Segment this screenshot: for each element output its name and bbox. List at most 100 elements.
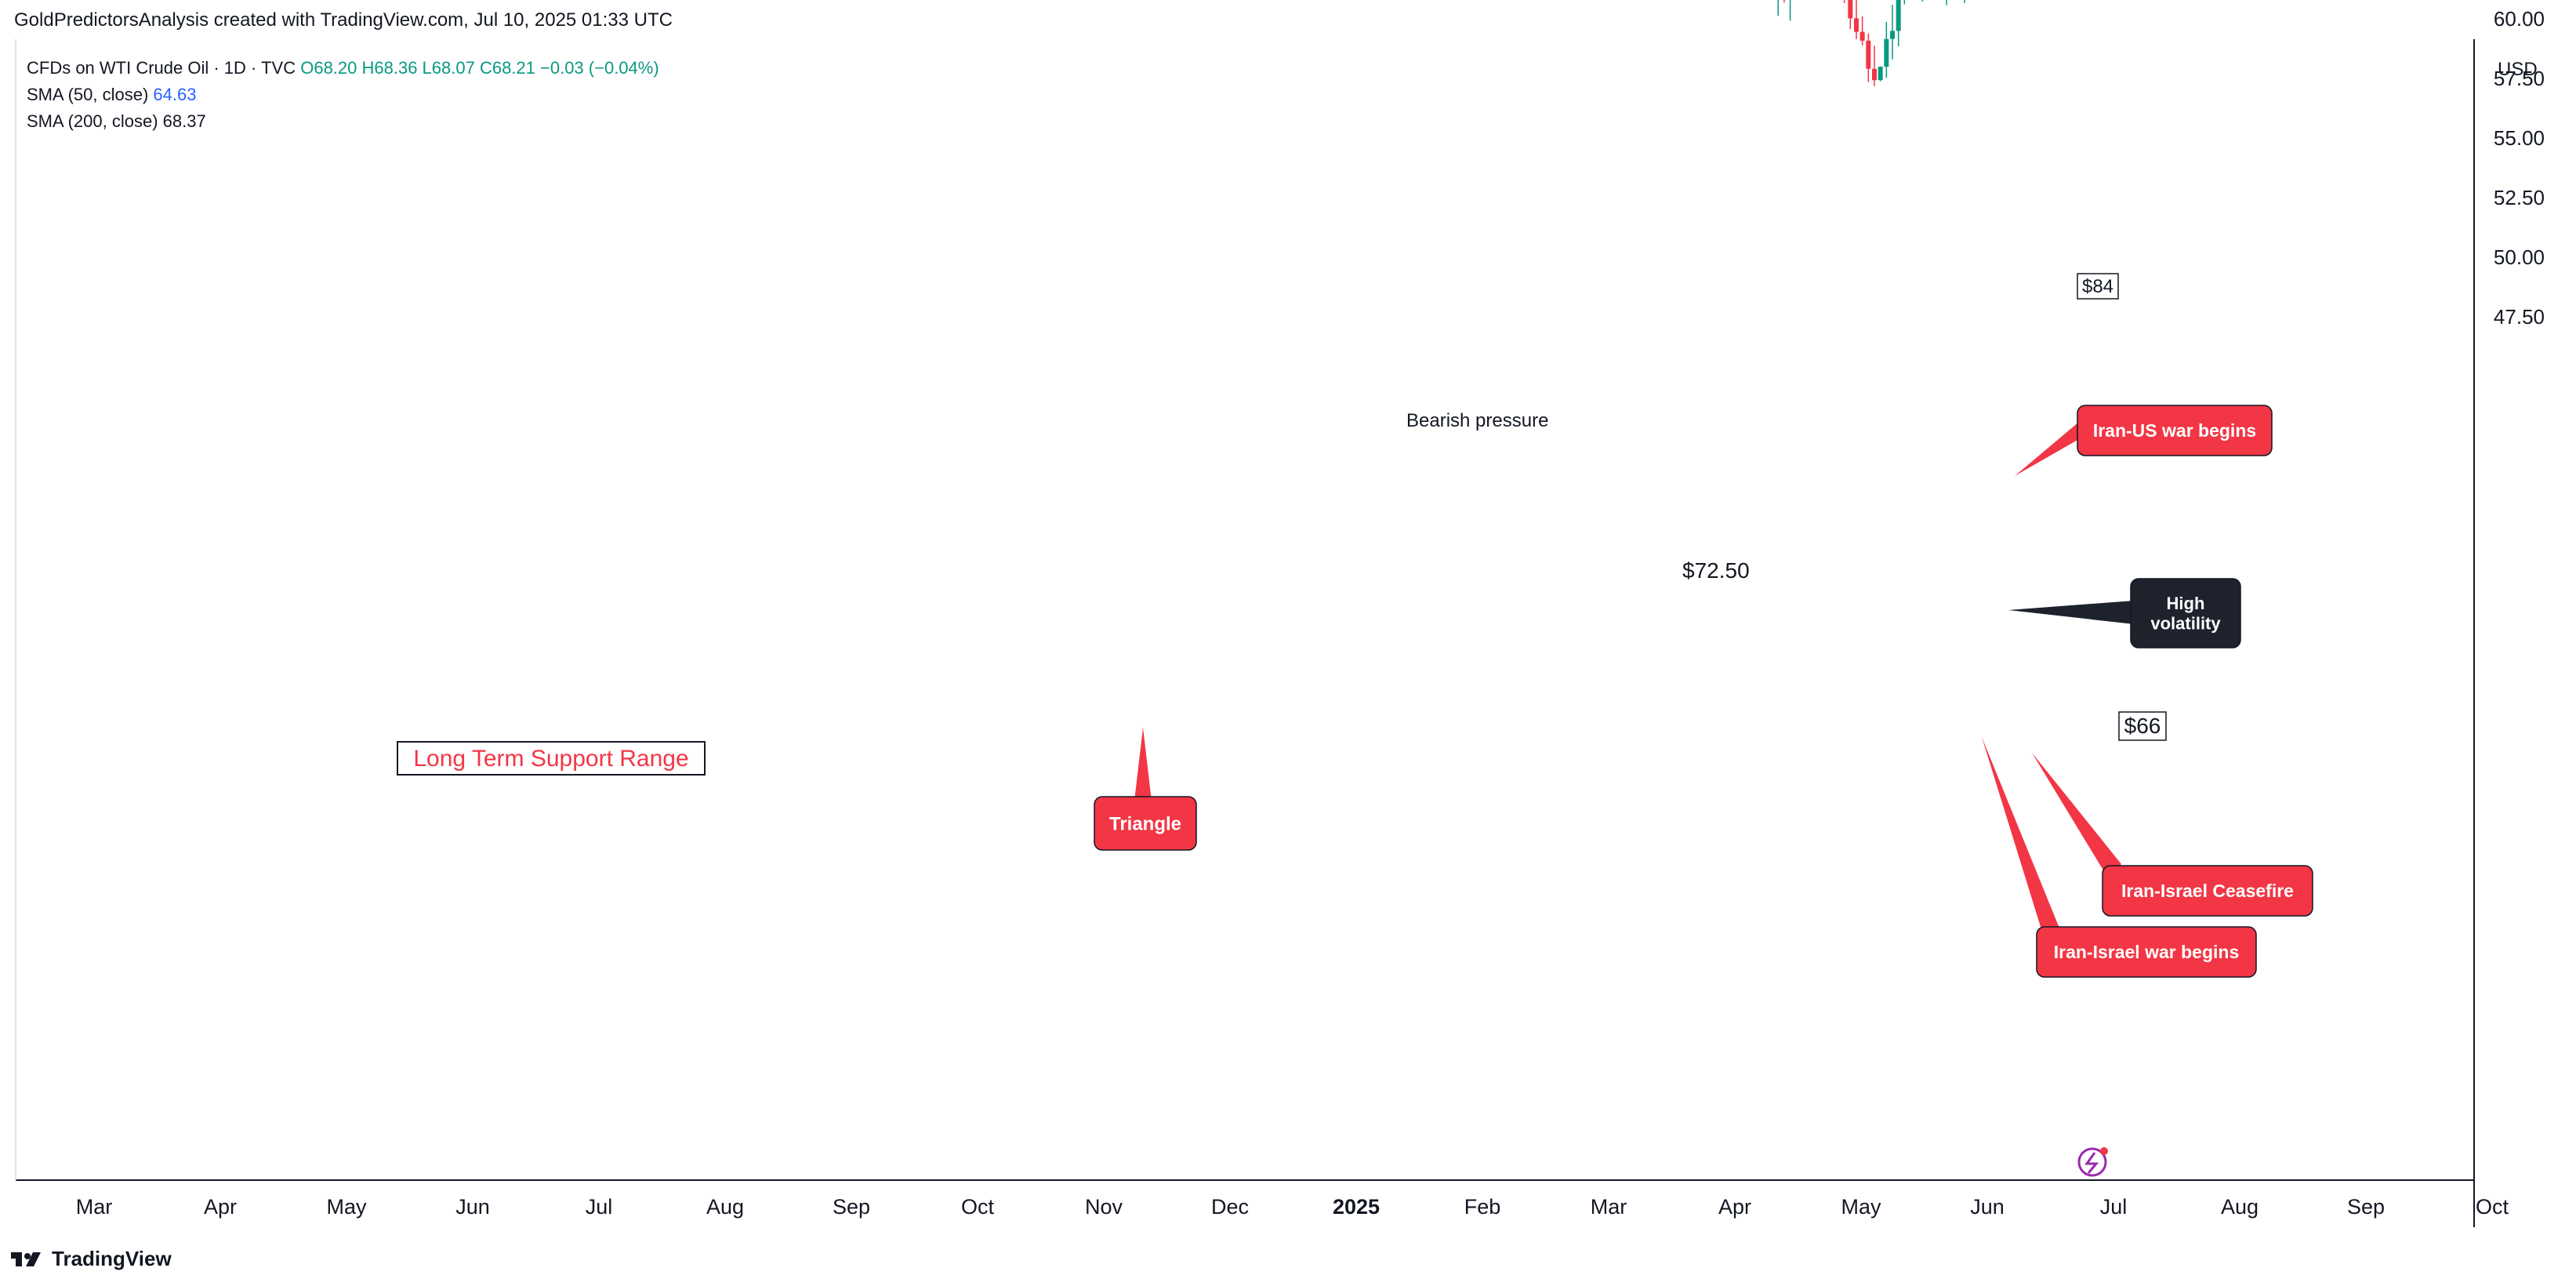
triangle-callout-text: Triangle: [1109, 813, 1181, 834]
label-7250: $72.50: [1682, 558, 1750, 583]
triangle-callout-box: [1094, 796, 1197, 851]
triangle-pointer: [1134, 728, 1152, 808]
candle: [1859, 16, 1865, 45]
candle: [1789, 0, 1791, 21]
triangle-callout: Triangle: [1094, 796, 1197, 851]
time-tick-label: Aug: [2221, 1195, 2259, 1219]
sma50-value: 64.63: [153, 85, 197, 104]
candle: [1903, 0, 1906, 5]
annotations-layer: $84 $66 $72.50 Bearish pressure Long Term Su…: [397, 273, 2313, 1177]
iran-us-callout-box: [2077, 405, 2273, 456]
war-begins-callout-text: Iran-Israel war begins: [2054, 942, 2239, 962]
candle: [1853, 0, 1859, 39]
time-tick-label: Mar: [1591, 1195, 1627, 1219]
tradingview-logo-icon: [11, 1251, 45, 1268]
candle: [1878, 66, 1883, 82]
legend-sma50-row[interactable]: SMA (50, close) 64.63: [27, 82, 659, 108]
time-tick-label: Feb: [1464, 1195, 1501, 1219]
time-tick-label: Jul: [2100, 1195, 2128, 1219]
time-tick-label: Jun: [455, 1195, 490, 1219]
time-tick-label: Apr: [204, 1195, 237, 1219]
candle: [1843, 0, 1845, 3]
ceasefire-callout: Iran-Israel Ceasefire: [2102, 865, 2313, 917]
time-tick-label: Oct: [961, 1195, 995, 1219]
time-tick-label: Aug: [706, 1195, 744, 1219]
war-begins-pointer: [1982, 737, 2060, 939]
candle: [1890, 5, 1896, 60]
tradingview-logo[interactable]: TradingView: [11, 1247, 172, 1271]
label-84-box: [2077, 273, 2119, 300]
time-tick-label: May: [1841, 1195, 1881, 1219]
replay-icon-bolt: [2084, 1152, 2099, 1174]
time-tick-label: Dec: [1211, 1195, 1249, 1219]
price-tick-label: 52.50: [2494, 186, 2545, 209]
high-volatility-callout-text: High: [2167, 594, 2205, 613]
candle: [1964, 0, 1965, 3]
price-tick-label: 60.00: [2494, 7, 2545, 31]
time-tick-label: Apr: [1718, 1195, 1751, 1219]
symbol-name[interactable]: CFDs on WTI Crude Oil · 1D · TVC: [27, 58, 296, 78]
candle-body: [1884, 38, 1889, 67]
label-84-text: $84: [2082, 276, 2113, 297]
time-tick-label: Nov: [1085, 1195, 1123, 1219]
iran-us-pointer: [2015, 422, 2079, 476]
candle-body: [1866, 40, 1871, 69]
high-volatility-callout-text: volatility: [2150, 613, 2221, 633]
candle-body: [1853, 18, 1859, 32]
price-tick-label: 50.00: [2494, 245, 2545, 269]
label-66-box: [2118, 711, 2167, 741]
candle-body: [1896, 0, 1901, 31]
legend-symbol-row[interactable]: CFDs on WTI Crude Oil · 1D · TVC O68.20 …: [27, 55, 659, 82]
bearish-pressure-label: Bearish pressure: [1406, 410, 1548, 431]
candle: [1871, 45, 1877, 86]
time-tick-label: Jun: [1970, 1195, 2005, 1219]
candle: [1866, 33, 1871, 82]
war-begins-callout: Iran-Israel war begins: [2036, 926, 2257, 978]
ohlc-values: O68.20 H68.36 L68.07 C68.21 −0.03 (−0.04…: [300, 58, 659, 78]
candles-layer: [1777, 0, 1965, 86]
time-tick-label: Oct: [2476, 1195, 2509, 1219]
long-term-support-label: Long Term Support Range: [413, 746, 688, 772]
price-tick-label: 47.50: [2494, 305, 2545, 329]
iran-us-callout: Iran-US war begins: [2077, 405, 2273, 456]
time-tick-label: Sep: [833, 1195, 870, 1219]
price-tick-label: 55.00: [2494, 126, 2545, 150]
candle: [1777, 0, 1779, 16]
iran-us-callout-text: Iran-US war begins: [2093, 420, 2256, 441]
candle-body: [1871, 68, 1877, 81]
sma50-label: SMA (50, close): [27, 85, 149, 104]
candle: [1884, 21, 1889, 78]
chart-credit: GoldPredictorsAnalysis created with Trad…: [14, 9, 673, 31]
time-tick-label: May: [326, 1195, 367, 1219]
time-tick-label: Jul: [586, 1195, 613, 1219]
axes-layer: 92.5090.0087.5085.0082.5080.0077.5075.00…: [15, 7, 2545, 1227]
war-begins-callout-box: [2036, 926, 2257, 978]
candle-body: [1890, 31, 1896, 39]
ceasefire-callout-box: [2102, 865, 2313, 917]
label-66-text: $66: [2124, 714, 2161, 738]
candle: [1921, 0, 1924, 2]
replay-icon-dot: [2100, 1147, 2108, 1155]
time-tick-label: Sep: [2347, 1195, 2385, 1219]
candle: [1848, 0, 1853, 30]
replay-icon[interactable]: [2077, 1147, 2108, 1177]
price-tick-label: 57.50: [2494, 67, 2545, 90]
candle: [1896, 0, 1901, 47]
chart-legend: CFDs on WTI Crude Oil · 1D · TVC O68.20 …: [27, 55, 659, 135]
sma200-value: 68.37: [162, 111, 206, 131]
candle-body: [1848, 0, 1853, 19]
sma200-label: SMA (200, close): [27, 111, 158, 131]
high-volatility-callout-box: [2130, 578, 2241, 648]
ceasefire-callout-text: Iran-Israel Ceasefire: [2121, 881, 2294, 901]
candle: [1946, 0, 1947, 5]
high-volatility-pointer: [2008, 601, 2134, 624]
long-term-support-box: [397, 741, 706, 776]
candle: [1783, 0, 1785, 3]
time-tick-label: Mar: [76, 1195, 113, 1219]
legend-sma200-row[interactable]: SMA (200, close) 68.37: [27, 108, 659, 135]
time-tick-label: 2025: [1333, 1195, 1380, 1219]
candle-body: [1859, 31, 1865, 41]
tradingview-logo-text: TradingView: [52, 1247, 172, 1270]
